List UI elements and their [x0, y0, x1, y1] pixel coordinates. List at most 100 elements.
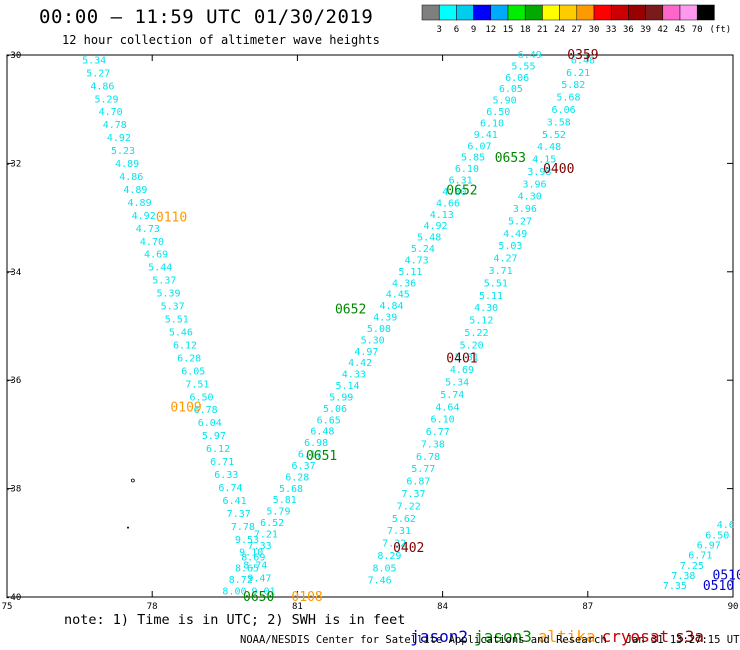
wave-height-value: 6.28: [285, 472, 309, 483]
wave-height-value: 5.90: [493, 96, 517, 107]
wave-height-value: 8.00: [222, 587, 246, 598]
wave-height-value: 8.69: [241, 552, 265, 563]
map-title: 00:00 – 11:59 UTC 01/30/2019: [39, 6, 374, 28]
lon-label: 90: [728, 602, 739, 612]
lat-label: -30: [5, 51, 21, 61]
wave-height-value: 4.49: [503, 229, 527, 240]
wave-height-value: 5.62: [392, 514, 416, 525]
wave-height-value: 6.78: [416, 452, 440, 463]
wave-height-value: 4.97: [354, 347, 378, 358]
wave-height-value: 5.39: [156, 289, 180, 300]
wave-height-value: 6.74: [218, 483, 242, 494]
wave-height-value: 5.99: [329, 392, 353, 403]
wave-height-value: 8.65: [235, 564, 259, 575]
wave-height-value: 6.04: [198, 418, 222, 429]
wave-height-value: 4.92: [423, 221, 447, 232]
wave-height-value: 4.70: [99, 107, 123, 118]
wave-height-value: 6.07: [467, 141, 491, 152]
wave-height-value: 3.98: [527, 167, 551, 178]
wave-height-value: 4.30: [474, 303, 498, 314]
wave-height-value: 4.30: [518, 192, 542, 203]
colorbar-label: 36: [623, 25, 634, 35]
wave-height-value: 6.78: [194, 405, 218, 416]
wave-height-value: 8.74: [243, 561, 267, 572]
island-marker: [130, 478, 135, 483]
lat-label: -40: [5, 593, 21, 603]
colorbar-label: 15: [503, 25, 514, 35]
wave-height-value: 9.10: [239, 548, 263, 559]
wave-height-value: 5.55: [511, 61, 535, 72]
wave-height-value: 5.11: [479, 291, 503, 302]
wave-height-value: 9.41: [474, 130, 498, 141]
wave-height-value: 6.31: [449, 176, 473, 187]
wave-height-value: 9.47: [247, 574, 271, 585]
wave-height-value: 6.87: [406, 477, 430, 488]
wave-height-value: 5.34: [445, 378, 469, 389]
wave-height-value: 5.82: [561, 80, 585, 91]
colorbar-label: 42: [657, 25, 668, 35]
wave-height-value: 5.23: [111, 146, 135, 157]
wave-height-value: 8.05: [372, 563, 396, 574]
wave-height-value: 6.06: [505, 73, 529, 84]
wave-height-value: 5.44: [148, 263, 172, 274]
wave-height-value: 5.27: [86, 68, 110, 79]
wave-height-value: 7.22: [397, 501, 421, 512]
pass-time-label: 0401: [446, 352, 477, 367]
wave-height-value: 5.51: [165, 315, 189, 326]
wave-height-value: 4.78: [103, 120, 127, 131]
wave-height-value: 5.31: [455, 353, 479, 364]
wave-height-value: 7.21: [254, 529, 278, 540]
wave-height-value: 7.78: [231, 522, 255, 533]
pass-time-label: 0108: [291, 590, 322, 605]
wave-height-value: 5.85: [461, 153, 485, 164]
wave-height-value: 4.92: [107, 133, 131, 144]
wave-height-value: 6.41: [223, 496, 247, 507]
wave-height-value: 6.10: [455, 164, 479, 175]
wave-height-value: 4.48: [537, 142, 561, 153]
wave-height-value: 5.22: [464, 328, 488, 339]
wave-height-value: 5.14: [336, 381, 360, 392]
colorbar-label: 27: [571, 25, 582, 35]
wave-height-value: 5.08: [367, 324, 391, 335]
wave-height-value: 4.15: [532, 155, 556, 166]
pass-time-label: 0510: [703, 579, 734, 594]
wave-height-value: 5.12: [469, 316, 493, 327]
pass-time-label: 0359: [567, 48, 598, 63]
colorbar-label: 39: [640, 25, 651, 35]
wave-height-value: 5.97: [202, 431, 226, 442]
wave-height-value: 6.10: [480, 118, 504, 129]
wave-height-value: 4.42: [348, 358, 372, 369]
wave-height-value: 4.86: [90, 81, 114, 92]
lon-label: 75: [2, 602, 13, 612]
wave-height-value: 5.34: [82, 55, 106, 66]
wave-height-value: 4.86: [119, 172, 143, 183]
lon-label: 81: [292, 602, 303, 612]
legend-cryosat: cryosat: [601, 627, 670, 646]
wave-height-value: 6.48: [571, 55, 595, 66]
wave-height-value: 7.46: [368, 576, 392, 587]
lat-label: -34: [5, 268, 21, 278]
wave-height-value: 4.69: [450, 365, 474, 376]
lon-label: 84: [437, 602, 448, 612]
colorbar-label: 18: [520, 25, 531, 35]
wave-height-value: 5.46: [169, 327, 193, 338]
pass-time-label: 0110: [156, 211, 187, 226]
wave-height-value: 6.05: [499, 84, 523, 95]
wave-height-value: 6.21: [566, 68, 590, 79]
wave-height-value: 5.20: [460, 340, 484, 351]
wave-height-value: 6.65: [317, 415, 341, 426]
wave-height-value: 5.68: [279, 484, 303, 495]
wave-height-value: 9.01: [251, 587, 275, 598]
wave-height-value: 4.89: [128, 198, 152, 209]
plot-frame: [6, 54, 734, 598]
wave-height-value: 5.77: [411, 464, 435, 475]
wave-height-value: 5.74: [440, 390, 464, 401]
wave-height-value: 6.12: [206, 444, 230, 455]
wave-height-value: 6.06: [552, 105, 576, 116]
credit-line: NOAA/NESDIS Center for Satellite Applica…: [240, 634, 740, 646]
colorbar-label: 70: [692, 25, 703, 35]
wave-height-value: 7.37: [402, 489, 426, 500]
pass-time-label: 0650: [243, 590, 274, 605]
wave-height-value: 4.89: [115, 159, 139, 170]
